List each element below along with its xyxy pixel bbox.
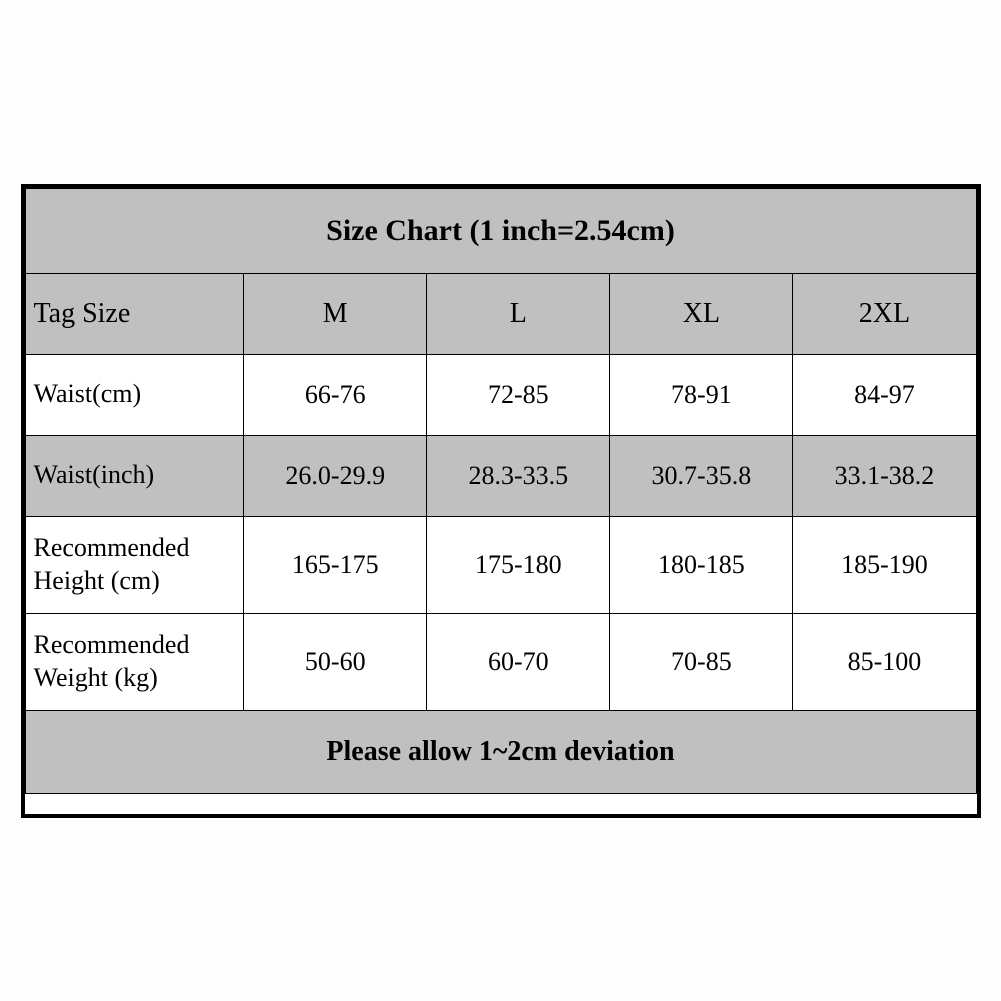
spacer-row <box>25 793 976 814</box>
cell-2-0: 165-175 <box>244 516 427 613</box>
size-chart: Size Chart (1 inch=2.54cm) Tag Size M L … <box>21 184 981 818</box>
page-container: Size Chart (1 inch=2.54cm) Tag Size M L … <box>0 0 1001 1001</box>
cell-0-0: 66-76 <box>244 354 427 435</box>
row-label-3-line2: Weight (kg) <box>34 663 158 692</box>
header-size-2: XL <box>610 273 793 354</box>
cell-3-2: 70-85 <box>610 613 793 710</box>
table-row: Waist(inch) 26.0-29.9 28.3-33.5 30.7-35.… <box>25 435 976 516</box>
cell-1-0: 26.0-29.9 <box>244 435 427 516</box>
header-size-0: M <box>244 273 427 354</box>
header-size-1: L <box>427 273 610 354</box>
row-label-1: Waist(inch) <box>25 435 244 516</box>
cell-2-1: 175-180 <box>427 516 610 613</box>
cell-3-3: 85-100 <box>793 613 976 710</box>
row-label-3: Recommended Weight (kg) <box>25 613 244 710</box>
table-row: Waist(cm) 66-76 72-85 78-91 84-97 <box>25 354 976 435</box>
row-label-2-line1: Recommended <box>34 533 190 562</box>
table-title: Size Chart (1 inch=2.54cm) <box>25 188 976 273</box>
size-table-body: Size Chart (1 inch=2.54cm) Tag Size M L … <box>25 188 976 814</box>
cell-1-1: 28.3-33.5 <box>427 435 610 516</box>
cell-3-0: 50-60 <box>244 613 427 710</box>
cell-1-2: 30.7-35.8 <box>610 435 793 516</box>
cell-0-1: 72-85 <box>427 354 610 435</box>
table-footer: Please allow 1~2cm deviation <box>25 710 976 793</box>
cell-2-3: 185-190 <box>793 516 976 613</box>
footer-row: Please allow 1~2cm deviation <box>25 710 976 793</box>
cell-0-3: 84-97 <box>793 354 976 435</box>
row-label-3-line1: Recommended <box>34 630 190 659</box>
size-table: Size Chart (1 inch=2.54cm) Tag Size M L … <box>25 188 977 814</box>
header-label: Tag Size <box>25 273 244 354</box>
row-label-0: Waist(cm) <box>25 354 244 435</box>
header-size-3: 2XL <box>793 273 976 354</box>
title-row: Size Chart (1 inch=2.54cm) <box>25 188 976 273</box>
table-row: Recommended Weight (kg) 50-60 60-70 70-85… <box>25 613 976 710</box>
header-row: Tag Size M L XL 2XL <box>25 273 976 354</box>
row-label-2-line2: Height (cm) <box>34 566 160 595</box>
row-label-2: Recommended Height (cm) <box>25 516 244 613</box>
cell-3-1: 60-70 <box>427 613 610 710</box>
spacer-cell <box>25 793 976 814</box>
cell-0-2: 78-91 <box>610 354 793 435</box>
cell-2-2: 180-185 <box>610 516 793 613</box>
cell-1-3: 33.1-38.2 <box>793 435 976 516</box>
table-row: Recommended Height (cm) 165-175 175-180 1… <box>25 516 976 613</box>
